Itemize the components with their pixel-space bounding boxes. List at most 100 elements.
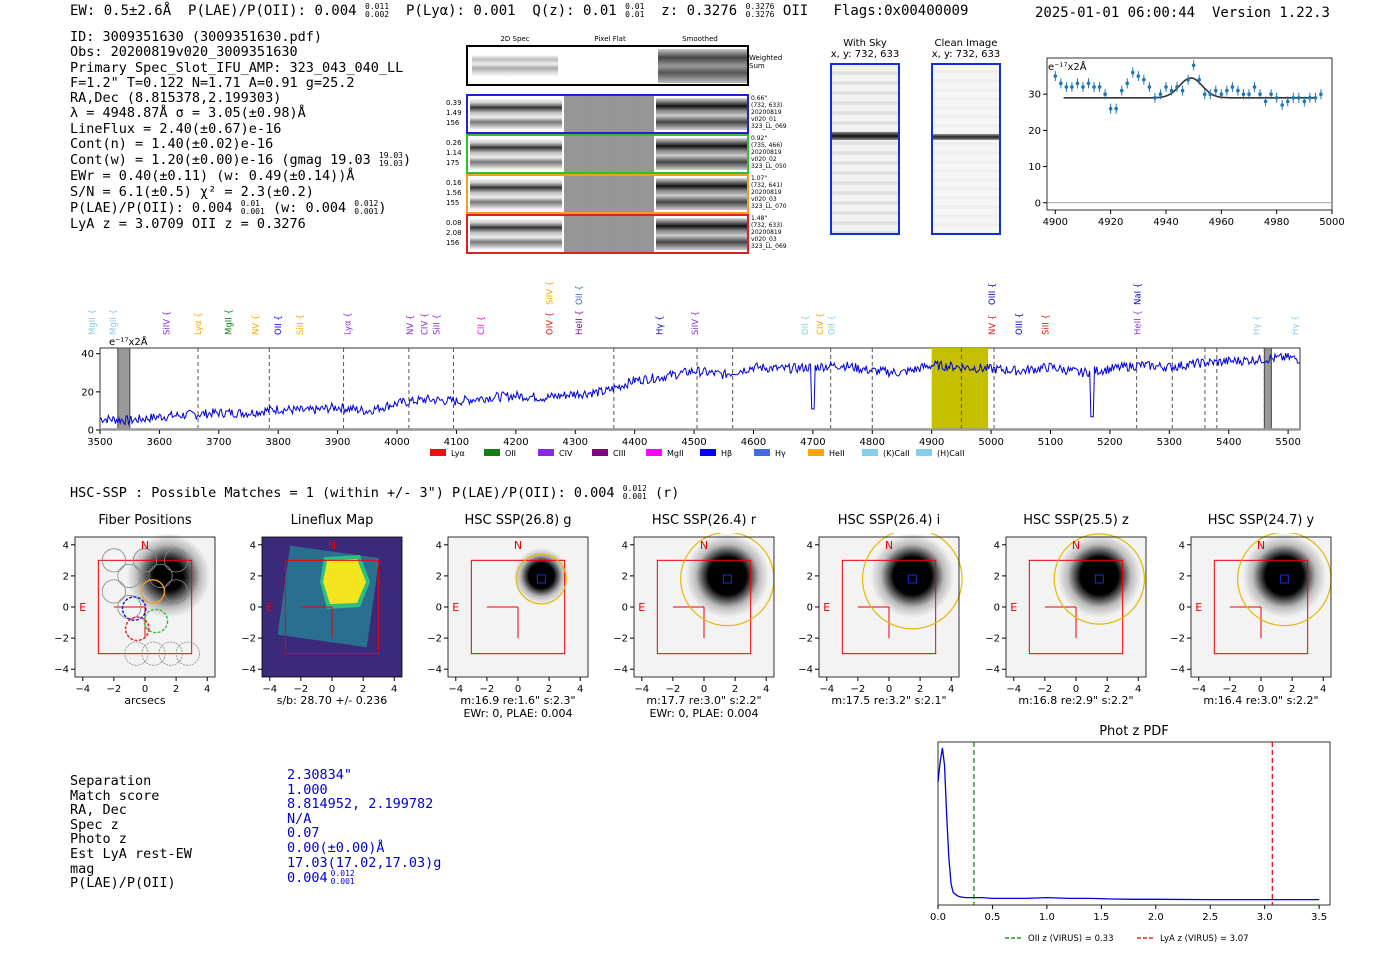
east-label: E xyxy=(452,601,459,614)
x-tick-label: 4 xyxy=(577,684,583,695)
spectrum-line-label: NV { xyxy=(988,315,998,335)
spec-row-0-left-label: 0.39 1.49 156 xyxy=(446,99,462,127)
east-label: E xyxy=(266,601,273,614)
header-plae-hi: 0.011 xyxy=(365,2,390,11)
image-panel-5: N E −4 −4 −2 −2 0 0 2 2 4 4 xyxy=(985,533,1147,695)
zoom-point xyxy=(1142,77,1146,82)
header-right: 2025-01-01 06:00:44 Version 1.22.3 xyxy=(1035,5,1330,21)
legend-swatch xyxy=(484,449,500,456)
info-plae-hi: 0.01 xyxy=(240,198,260,208)
spectrum-line-label-text: MgII { xyxy=(225,309,235,335)
fiber-circle xyxy=(132,548,158,573)
panel-title-4: HSC SSP(26.4) i xyxy=(837,513,941,528)
image-panel-0: N E −4 −4 −2 −2 0 0 2 2 4 4 xyxy=(54,533,216,695)
spectrum-x-tick-label: 5300 xyxy=(1157,437,1182,448)
y-tick-label: 2 xyxy=(436,571,442,582)
spec-row-3-right-label: 1.48" (732, 633) 20200819 v020_03 323_LL_069 xyxy=(751,215,787,250)
spectrum-line-label-text: NV { xyxy=(251,315,261,335)
header-datetime: 2025-01-01 06:00:44 xyxy=(1034,5,1196,21)
aperture-box xyxy=(284,559,380,655)
legend-swatch xyxy=(430,449,446,456)
photz-x-tick-label: 0.5 xyxy=(984,912,1000,923)
match-plae-lo: 0.001 xyxy=(330,877,355,887)
panel-caption-1: s/b: 28.70 +/- 0.236 xyxy=(276,694,388,707)
image-panel-6: N E −4 −4 −2 −2 0 0 2 2 4 4 xyxy=(1170,533,1332,695)
panel-caption-0: arcsecs xyxy=(124,694,166,707)
x-tick-label: 0 xyxy=(701,684,707,695)
galaxy-blob xyxy=(1242,533,1327,618)
photz-x-tick-label: 3.0 xyxy=(1257,912,1273,923)
zoom-chart: 4900 4920 4940 4960 4980 5000 0 10 20 30 e⁻¹⁷x2Å xyxy=(1028,57,1345,228)
galaxy-blob xyxy=(685,533,770,618)
x-tick-label: 4 xyxy=(1135,684,1141,695)
spectrum-x-tick-label: 5400 xyxy=(1216,437,1241,448)
y-tick-label: 2 xyxy=(1179,571,1185,582)
match-plae-hi: 0.012 xyxy=(330,869,355,879)
fiber-circle xyxy=(124,616,150,642)
spectrum-line-label: HeII { xyxy=(1134,310,1144,335)
y-tick-label: 0 xyxy=(63,603,69,614)
spectrum-line-label-text: SiII { xyxy=(433,314,443,335)
spectrum-y-tick-label: 0 xyxy=(88,426,94,437)
legend-label: CIV xyxy=(559,449,573,458)
zoom-fit-line xyxy=(1063,77,1316,99)
weighted-sum-image xyxy=(466,45,749,86)
legend-label: (K)CaII xyxy=(883,449,910,458)
hsc-summary-lo: 0.001 xyxy=(622,492,647,501)
spec-cutouts: 2D Spec Pixel Flat Smoothed Weighted Sum … xyxy=(446,33,787,258)
info-contw-lo: 19.03 xyxy=(378,159,403,169)
spectrum-line-label-text: NaI { xyxy=(1134,283,1144,305)
spec-row-1 xyxy=(466,134,749,174)
legend-swatch xyxy=(916,449,932,456)
east-label: E xyxy=(1010,601,1017,614)
spectrum-line-label-text: NV { xyxy=(988,315,998,335)
spectrum-line-label-text: Hγ { xyxy=(1252,315,1262,335)
zoom-point xyxy=(1285,99,1290,104)
spectrum-line-label: SiIV { xyxy=(545,281,555,305)
match-label: RA, Dec xyxy=(70,802,127,819)
match-values: 2.30834" 1.000 8.814952, 2.199782 N/A 0.07 0.… xyxy=(287,768,441,886)
y-tick-label: 4 xyxy=(807,540,813,551)
y-tick-label: 0 xyxy=(994,603,1000,614)
spec-row-1-left-label: 0.26 1.14 175 xyxy=(446,139,462,167)
spectrum-line-label: SiII { xyxy=(433,314,443,335)
match-label: Separation xyxy=(70,773,152,789)
info-ewr: EWr = 0.40(±0.11) (w: 0.49(±0.14))Å xyxy=(70,168,355,185)
x-tick-label: 4 xyxy=(948,684,954,695)
panel-caption-6: m:16.4 re:3.0" s:2.2" xyxy=(1203,694,1319,707)
spectrum-x-tick-label: 4200 xyxy=(503,437,528,448)
match-labels: Separation Match score RA, Dec Spec z Photo … xyxy=(70,774,192,891)
panel-title-0: Fiber Positions xyxy=(98,513,192,528)
zoom-point xyxy=(1291,96,1296,100)
spectrum-y-tick-label: 40 xyxy=(81,349,94,360)
y-tick-label: 0 xyxy=(807,603,813,614)
panel-title-3: HSC SSP(26.4) r xyxy=(651,513,757,528)
info-plae: P(LAE)/P(OII): 0.004 xyxy=(70,199,233,216)
y-tick-label: 4 xyxy=(622,540,628,551)
north-label: N xyxy=(141,539,149,552)
header-ew: EW: 0.5±2.6Å xyxy=(70,3,172,19)
y-tick-label: 0 xyxy=(250,603,256,614)
photz-x-tick-label: 3.5 xyxy=(1311,912,1327,923)
match-label: mag xyxy=(70,860,95,877)
with-sky-title: With Sky x, y: 732, 633 xyxy=(830,38,900,60)
photz-x-tick-label: 1.0 xyxy=(1039,912,1055,923)
col-header-smooth: Smoothed xyxy=(682,35,718,43)
spectrum-line-label: OIV { xyxy=(545,312,555,335)
match-value: 8.814952, 2.199782 xyxy=(287,796,434,813)
panel-title-6: HSC SSP(24.7) y xyxy=(1207,513,1315,528)
spectrum-line-label: SiII { xyxy=(1041,314,1051,335)
spectrum-line-label: OII { xyxy=(828,315,838,335)
photz-curve xyxy=(937,747,1320,901)
spectrum-x-tick-label: 4000 xyxy=(384,437,409,448)
x-tick-label: −2 xyxy=(666,684,681,695)
spectrum-line-label: OIII { xyxy=(1015,313,1025,335)
fiber-circle xyxy=(148,563,173,588)
spectrum-line-label: Hγ { xyxy=(655,315,665,335)
north-label: N xyxy=(1072,539,1080,552)
panel-caption-4: m:17.5 re:3.2" s:2.1" xyxy=(831,694,947,707)
zoom-point xyxy=(1236,88,1240,93)
hsc-summary-hi: 0.012 xyxy=(622,484,647,493)
zoom-point xyxy=(1053,74,1058,78)
spec-row-3-left-label: 0.08 2.08 156 xyxy=(446,219,462,247)
